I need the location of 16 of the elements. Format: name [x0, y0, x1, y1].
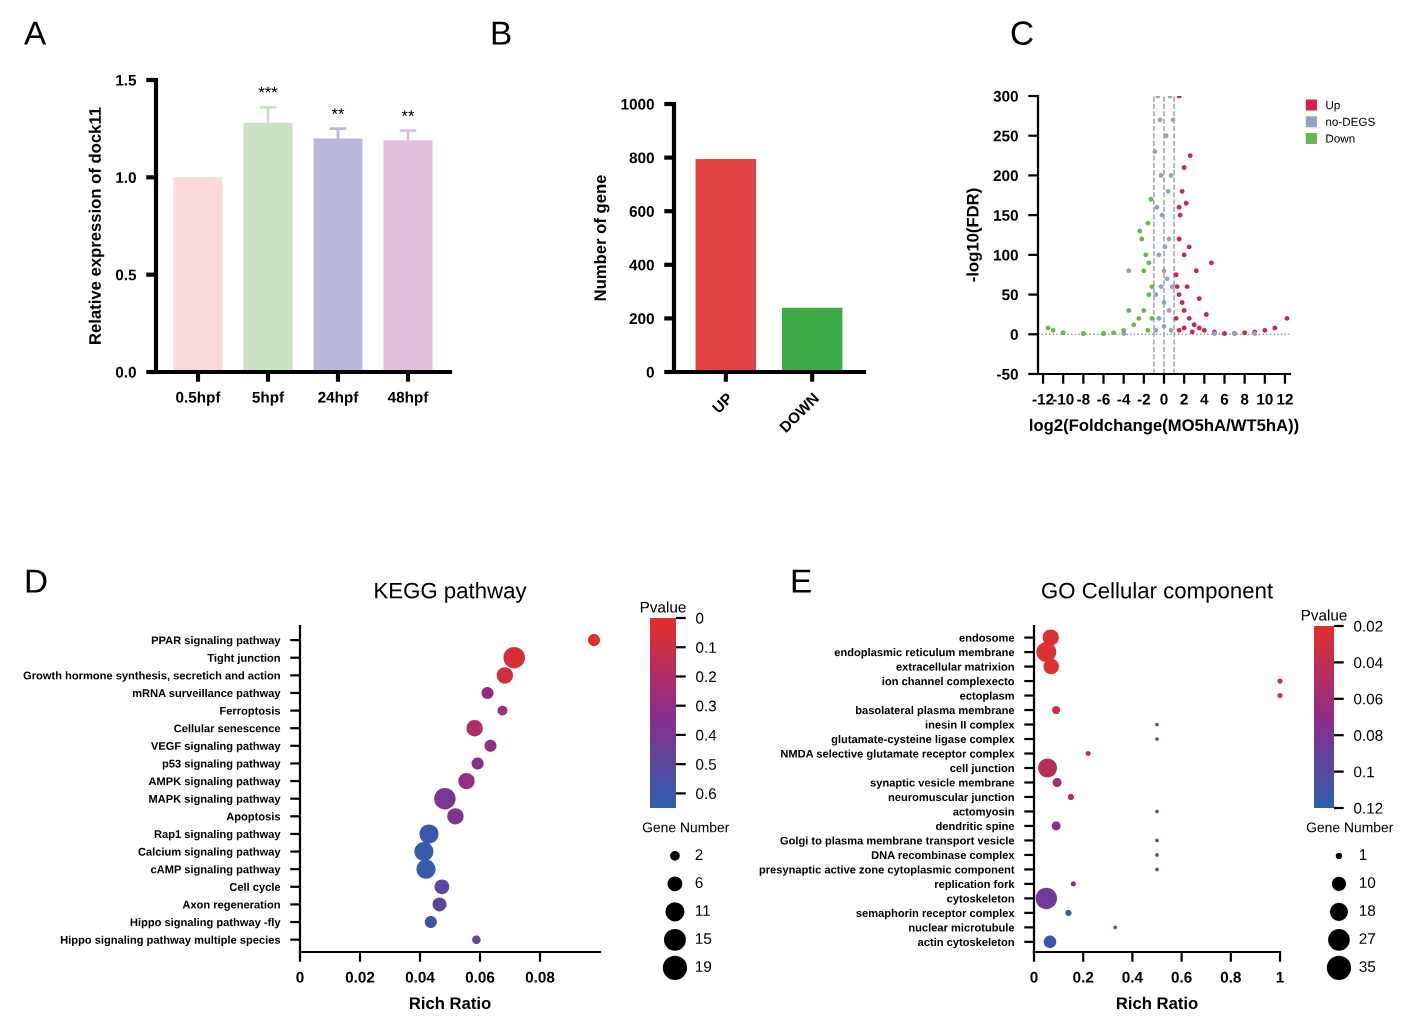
- text: D: [26, 569, 47, 593]
- text: B: [492, 21, 511, 45]
- text: E: [792, 569, 811, 593]
- text: A: [24, 21, 47, 45]
- x-axis-title: Rich Ratio: [1116, 996, 1198, 1010]
- y-axis-title: Relative expression of dock11: [88, 107, 105, 344]
- y-axis-title: Number of gene: [593, 175, 610, 301]
- data-label: **: [401, 110, 415, 116]
- y-axis-title: -log10(FDR): [966, 188, 982, 282]
- chart-title: GO Cellular component: [1042, 582, 1273, 603]
- x-axis-title: Rich Ratio: [409, 996, 491, 1010]
- chart-title: KEGG pathway: [375, 582, 527, 603]
- data-label: **: [331, 108, 345, 115]
- text: C: [1011, 21, 1033, 45]
- data-label: ***: [258, 86, 278, 93]
- x-axis-title: log2(Foldchange(MO5hA/WT5hA)): [1030, 418, 1299, 435]
